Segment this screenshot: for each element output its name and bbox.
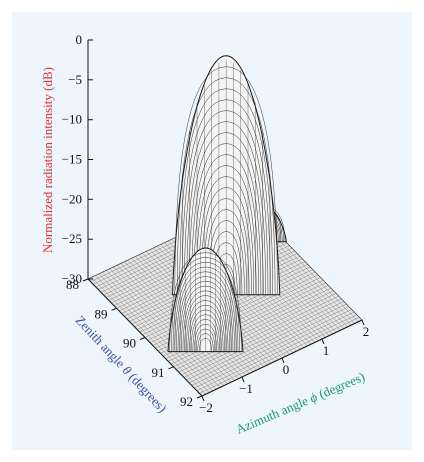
x-tick-mark	[361, 319, 365, 326]
x-axis-label-unit: (degrees)	[314, 369, 367, 403]
y-axis-label-text: Zenith angle	[73, 313, 131, 373]
surface-lobes	[167, 55, 287, 353]
z-tick-label: −15	[62, 152, 82, 167]
y-tick-mark	[111, 307, 117, 311]
x-ticks: −2 −1 0 1 2	[199, 319, 370, 415]
floor-grid-line	[173, 290, 334, 367]
x-tick-label: 0	[283, 362, 290, 377]
x-tick-label: −1	[239, 381, 253, 396]
z-tick-label: −30	[62, 271, 82, 286]
z-tick-label: 0	[76, 32, 83, 47]
z-tick-label: −25	[62, 231, 82, 246]
floor-grid-line	[178, 295, 339, 373]
y-ticks: 88 89 90 91 92	[66, 277, 203, 409]
floor-grid-line	[199, 317, 360, 394]
x-tick-mark	[241, 376, 245, 383]
floor-grid-line	[194, 311, 355, 389]
y-tick-mark	[196, 395, 203, 399]
x-tick-mark	[281, 357, 285, 364]
floor-grid-line	[188, 306, 350, 383]
y-tick-label: 89	[95, 306, 108, 321]
y-tick-mark	[139, 337, 146, 340]
floor-grid-line	[176, 293, 337, 370]
floor-grid-line	[196, 314, 357, 391]
x-tick-mark	[321, 338, 325, 345]
z-ticks: 0 −5 −10 −15 −20 −25 −30	[62, 32, 93, 286]
surface-lobe	[167, 247, 244, 353]
floor-grid-line	[183, 301, 344, 378]
surface-lobe	[171, 55, 281, 296]
x-tick-label: 2	[363, 324, 370, 339]
x-axis-label-text: Azimuth angle	[234, 392, 314, 437]
floor-grid-line	[191, 309, 352, 386]
chart-figure: 0 −5 −10 −15 −20 −25 −30 88 89 90 91 92 −2 −1 0 1 2 No…	[12, 12, 412, 450]
y-tick-mark	[168, 366, 174, 370]
y-tick-label: 91	[152, 365, 165, 380]
x-tick-label: 1	[323, 343, 330, 358]
z-axis-label: Normalized radiation intensity (dB)	[40, 67, 55, 253]
z-tick-label: −10	[62, 112, 82, 127]
y-tick-label: 90	[123, 336, 136, 351]
z-tick-label: −20	[62, 191, 82, 206]
y-tick-label: 92	[180, 394, 193, 409]
floor-grid-line	[181, 298, 342, 375]
z-tick-label: −5	[68, 72, 82, 87]
y-tick-mark	[82, 278, 89, 282]
x-tick-mark	[201, 395, 205, 402]
y-tick-label: 88	[66, 277, 79, 292]
x-axis-label: Azimuth angle ϕ (degrees)	[234, 369, 367, 437]
floor-grid-line	[186, 303, 347, 381]
x-tick-label: −2	[199, 400, 213, 415]
